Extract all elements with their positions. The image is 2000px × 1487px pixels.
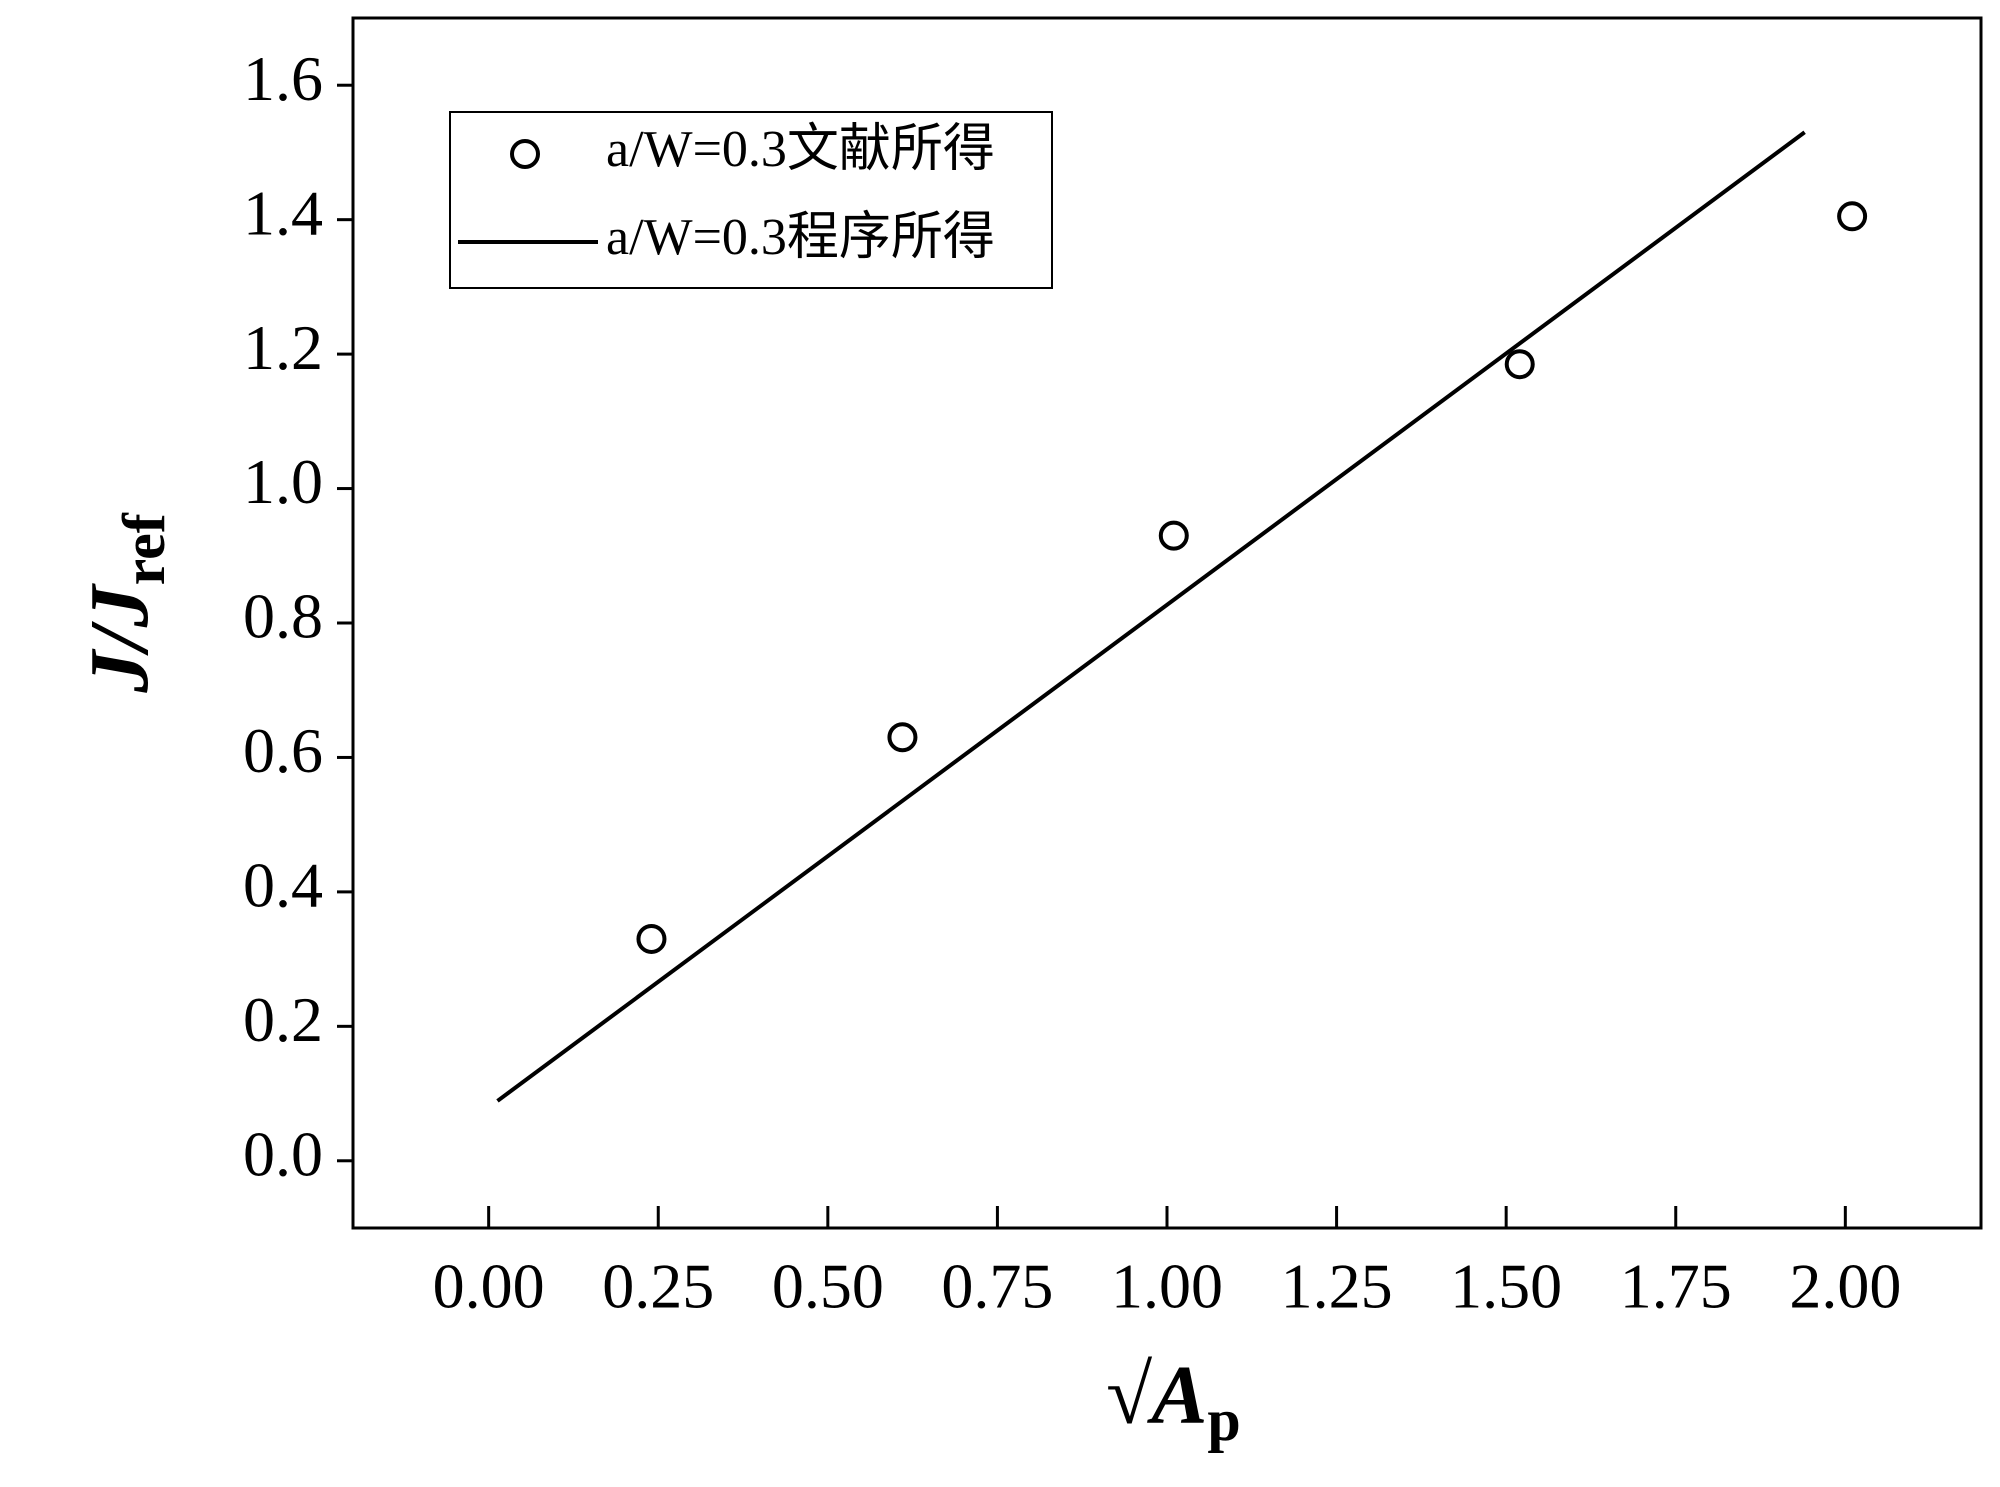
x-tick-label: 1.50	[1450, 1251, 1562, 1322]
y-tick-label: 1.4	[243, 177, 323, 248]
y-tick-label: 0.4	[243, 850, 323, 921]
y-tick-label: 0.0	[243, 1118, 323, 1189]
x-tick-label: 0.00	[433, 1251, 545, 1322]
x-axis-label: √Ap	[1105, 1349, 1241, 1452]
fit-line	[496, 130, 1806, 1103]
data-point	[636, 923, 667, 954]
x-tick-label: 0.25	[602, 1251, 714, 1322]
x-tick-label: 2.00	[1789, 1251, 1901, 1322]
y-label-main: J/J	[73, 582, 166, 693]
x-label-main: √A	[1105, 1349, 1207, 1442]
data-point	[887, 722, 918, 753]
x-tick-label: 1.75	[1620, 1251, 1732, 1322]
y-tick-label: 0.2	[243, 984, 323, 1055]
x-tick-label: 0.75	[941, 1251, 1053, 1322]
y-tick-label: 1.6	[243, 43, 323, 114]
y-tick-label: 1.0	[243, 446, 323, 517]
legend-box	[449, 111, 1053, 289]
data-point	[1837, 201, 1868, 232]
legend-label: a/W=0.3文献所得	[606, 121, 995, 178]
y-tick-label: 0.8	[243, 581, 323, 652]
y-axis-label: J/Jref	[73, 512, 176, 694]
data-point	[1504, 349, 1535, 380]
data-point	[1158, 520, 1189, 551]
legend-label: a/W=0.3程序所得	[606, 209, 995, 266]
x-tick-label: 1.00	[1111, 1251, 1223, 1322]
legend-marker	[510, 139, 540, 169]
y-tick-label: 1.2	[243, 312, 323, 383]
y-tick-label: 0.6	[243, 715, 323, 786]
y-label-sub: ref	[111, 512, 177, 585]
x-tick-label: 0.50	[772, 1251, 884, 1322]
x-label-sub: p	[1207, 1387, 1240, 1453]
x-tick-label: 1.25	[1281, 1251, 1393, 1322]
